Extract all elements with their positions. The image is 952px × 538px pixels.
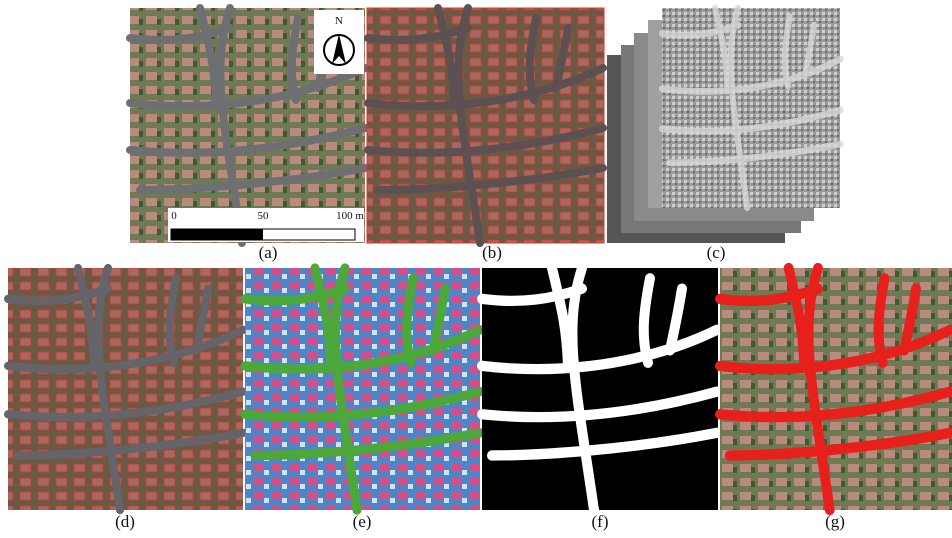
panel-c bbox=[607, 8, 841, 243]
scale-label: 0 bbox=[171, 210, 177, 222]
north-label: N bbox=[335, 15, 343, 27]
panel-e bbox=[245, 268, 480, 510]
figure: N 0 50 100 m (a) (b) (c) (d) (e) (f) (g) bbox=[0, 0, 952, 538]
panel-g bbox=[720, 268, 952, 510]
panel-label: (f) bbox=[592, 512, 609, 531]
panel-f bbox=[482, 268, 718, 510]
panel-label: (b) bbox=[482, 243, 502, 262]
scale-label: 100 m bbox=[336, 210, 364, 222]
panel-b bbox=[367, 8, 604, 243]
panel-d bbox=[8, 268, 243, 510]
scale-label: 50 bbox=[258, 210, 270, 222]
panel-a: N 0 50 100 m bbox=[130, 8, 365, 243]
scale-bar-fill bbox=[171, 229, 263, 240]
panel-label: (d) bbox=[115, 512, 135, 531]
panel-label: (c) bbox=[707, 243, 726, 262]
panel-label: (g) bbox=[825, 512, 845, 531]
panel-label: (a) bbox=[259, 243, 278, 262]
page: N 0 50 100 m (a) (b) (c) (d) (e) (f) (g)… bbox=[0, 0, 952, 538]
panel-label: (e) bbox=[353, 512, 372, 531]
